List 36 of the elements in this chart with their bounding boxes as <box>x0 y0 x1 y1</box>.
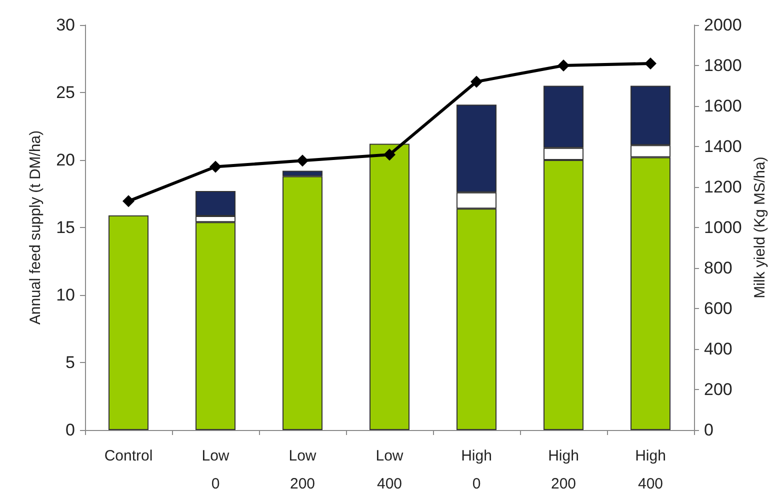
x-tick-label: Low 400 <box>376 448 404 492</box>
x-tick-label: Low 200 <box>288 448 316 492</box>
bar <box>369 144 410 430</box>
point <box>558 60 570 72</box>
y-tick-label: 10 <box>56 286 75 304</box>
y-axis-title: Annual feed supply (t DM/ha) <box>27 130 44 325</box>
x-tick-label: Low 0 <box>202 448 230 492</box>
point <box>384 148 396 161</box>
y-tick-label: 20 <box>56 150 75 170</box>
y2-tick-label: 800 <box>704 258 732 278</box>
y2-axis-title: Milk yield (Kg MS/ha) <box>752 156 769 298</box>
point <box>470 76 482 88</box>
point <box>122 195 134 208</box>
y2-tick-label: 600 <box>704 299 732 318</box>
y2-tick-label: 1400 <box>704 137 742 156</box>
y2-tick-label: 1600 <box>704 96 742 116</box>
point <box>296 154 308 167</box>
y2-tick-label: 2000 <box>704 16 742 34</box>
x-tick-label: Control <box>104 448 153 464</box>
y2-tick-label: 1800 <box>704 56 742 75</box>
y-tick-label: 5 <box>66 353 75 372</box>
y2-tick-label: 0 <box>704 420 714 440</box>
point <box>210 160 222 173</box>
point <box>644 57 656 70</box>
x-tick-label: High 400 <box>635 448 666 492</box>
y-tick-label: 0 <box>66 420 75 440</box>
y-tick-label: 25 <box>56 83 75 102</box>
y2-tick-label: 400 <box>704 340 732 358</box>
y-tick-label: 30 <box>56 16 75 34</box>
bar <box>108 215 149 430</box>
x-tick-label: High 0 <box>461 448 492 492</box>
y2-tick-label: 1200 <box>704 178 742 196</box>
y2-tick-label: 1000 <box>704 218 742 237</box>
y2-tick-label: 200 <box>704 380 732 399</box>
y-tick-label: 15 <box>56 218 75 237</box>
x-tick-label: High 200 <box>548 448 579 492</box>
